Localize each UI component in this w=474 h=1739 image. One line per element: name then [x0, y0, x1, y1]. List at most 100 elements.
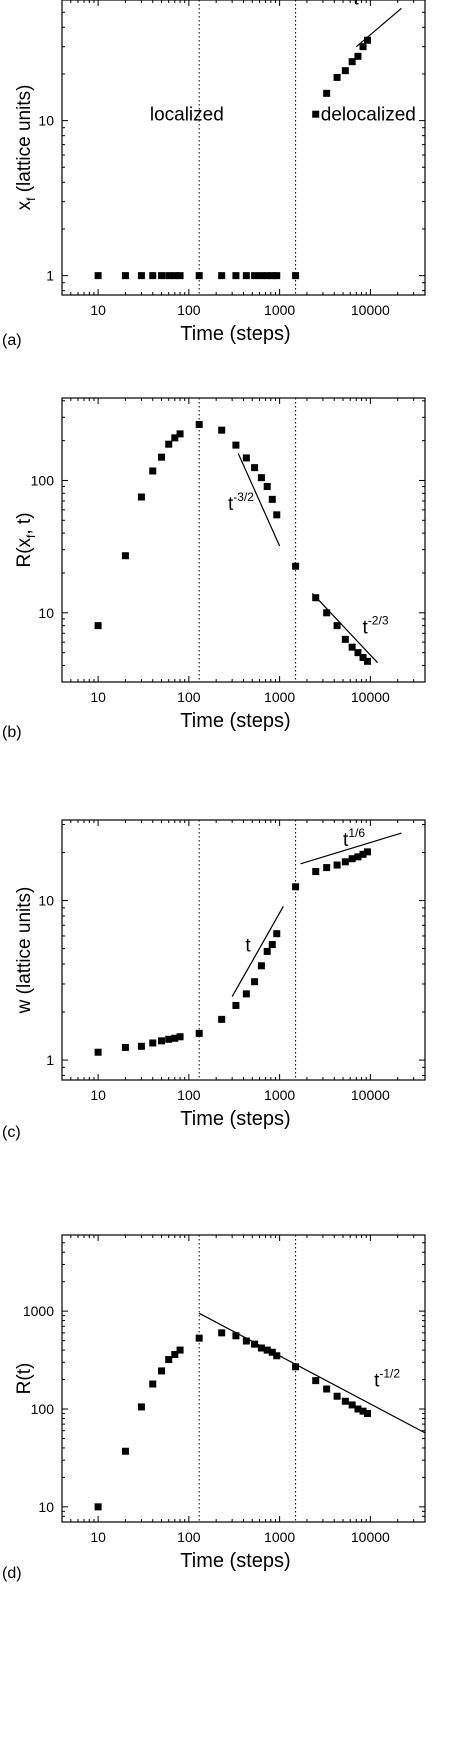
power-law-label: t1/2	[353, 0, 375, 10]
x-tick-label: 10000	[351, 1529, 390, 1545]
regime-annotation: delocalized	[321, 105, 416, 126]
x-tick-label: 1000	[264, 1529, 295, 1545]
data-point	[292, 272, 300, 280]
regime-annotation: localized	[150, 105, 224, 126]
plot-frame	[61, 397, 426, 683]
data-point	[312, 594, 320, 602]
data-point	[273, 272, 281, 280]
data-point	[312, 110, 320, 118]
data-point	[263, 483, 271, 491]
data-point	[263, 1346, 271, 1354]
data-point	[263, 947, 271, 955]
data-point	[171, 434, 179, 442]
y-tick-label: 10	[38, 113, 54, 129]
data-point	[312, 868, 320, 876]
data-point	[218, 1015, 226, 1023]
data-point	[354, 1405, 362, 1413]
x-tick-label: 1000	[264, 302, 295, 318]
power-law-fit-line	[312, 593, 378, 664]
x-tick-label: 1000	[264, 1087, 295, 1103]
data-point	[176, 430, 184, 438]
x-axis-label: Time (steps)	[180, 1108, 290, 1130]
data-point	[348, 855, 356, 863]
data-point	[165, 1356, 173, 1364]
data-point	[232, 1332, 240, 1340]
data-point	[341, 635, 349, 643]
data-point	[137, 272, 145, 280]
x-tick-label: 10	[90, 689, 106, 705]
data-point	[359, 653, 367, 661]
data-point	[158, 272, 166, 280]
panel-b: 10 100 1000 10000 10 100 Time (steps) R(xf, t) (…	[2, 397, 426, 741]
data-point	[242, 1337, 250, 1345]
data-point	[348, 58, 356, 66]
data-point	[165, 272, 173, 280]
power-law-label: t	[245, 935, 251, 956]
data-point	[232, 441, 240, 449]
data-point	[171, 1351, 179, 1359]
y-tick-label: 10	[38, 1499, 54, 1515]
panel-label: (c)	[2, 1124, 21, 1141]
data-point	[333, 622, 341, 630]
data-point	[359, 43, 367, 51]
data-point	[273, 930, 281, 938]
data-point	[257, 1344, 265, 1352]
data-point	[137, 1403, 145, 1411]
data-point	[268, 495, 276, 503]
y-tick-label: 100	[31, 1401, 55, 1417]
data-point	[323, 864, 331, 872]
data-point	[359, 1407, 367, 1415]
plot-frame	[61, 1234, 426, 1523]
data-point	[348, 1401, 356, 1409]
x-tick-label: 100	[177, 689, 201, 705]
data-point	[94, 272, 102, 280]
data-point	[171, 272, 179, 280]
y-tick-label: 10	[38, 605, 54, 621]
power-law-fit-line	[355, 7, 402, 48]
plot-frame	[61, 819, 426, 1081]
data-point	[218, 272, 226, 280]
data-point	[268, 941, 276, 949]
data-point	[165, 440, 173, 448]
data-point	[292, 883, 300, 891]
data-point	[292, 562, 300, 570]
data-point	[242, 990, 250, 998]
data-point	[94, 1503, 102, 1511]
x-axis-label: Time (steps)	[180, 710, 290, 732]
data-point	[218, 426, 226, 434]
y-axis-label: R(t)	[14, 1363, 35, 1395]
data-point	[218, 1329, 226, 1337]
x-tick-label: 10000	[351, 1087, 390, 1103]
data-point	[354, 853, 362, 861]
panel-label: (d)	[2, 1565, 22, 1582]
data-point	[251, 978, 259, 986]
data-point	[137, 1042, 145, 1050]
data-point	[268, 1348, 276, 1356]
power-law-label: t-3/2	[228, 490, 254, 515]
panel-d: 10 100 1000 10000 10 100 1000 Time (steps) R(t) (…	[2, 1234, 426, 1582]
x-axis-label: Time (steps)	[180, 323, 290, 345]
data-point	[257, 272, 265, 280]
power-law-fit-line	[300, 832, 402, 865]
data-point	[263, 272, 271, 280]
y-tick-label: 100	[31, 472, 55, 488]
data-point	[251, 1340, 259, 1348]
y-axis-label: xf (lattice units)	[14, 85, 38, 211]
data-point	[242, 272, 250, 280]
data-point	[121, 552, 129, 560]
data-point	[323, 1385, 331, 1393]
data-point	[333, 1392, 341, 1400]
data-point	[273, 1352, 281, 1360]
data-point	[232, 1001, 240, 1009]
data-point	[195, 1334, 203, 1342]
x-tick-label: 10	[90, 302, 106, 318]
plot-frame	[61, 0, 426, 296]
data-point	[158, 453, 166, 461]
data-point	[158, 1367, 166, 1375]
data-point	[195, 1029, 203, 1037]
data-point	[242, 454, 250, 462]
data-point	[354, 52, 362, 60]
data-point	[121, 1447, 129, 1455]
data-point	[359, 850, 367, 858]
data-point	[333, 861, 341, 869]
